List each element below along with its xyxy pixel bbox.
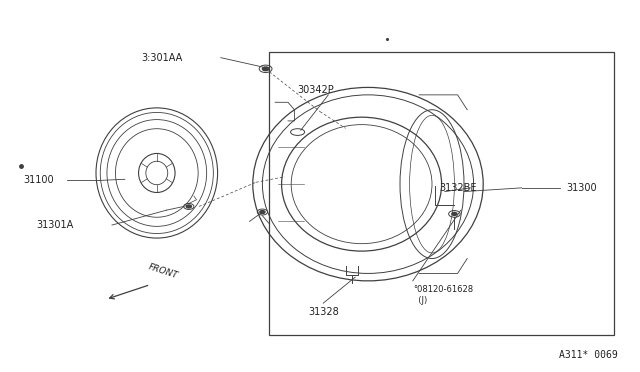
Text: 30342P: 30342P xyxy=(298,85,334,95)
Bar xyxy=(269,52,614,335)
Text: FRONT: FRONT xyxy=(147,263,179,281)
Text: 3132BE: 3132BE xyxy=(439,183,477,193)
Text: 31100: 31100 xyxy=(24,176,54,185)
Circle shape xyxy=(186,205,191,208)
Text: 31328: 31328 xyxy=(308,307,339,317)
Circle shape xyxy=(452,212,457,215)
Text: 31300: 31300 xyxy=(566,183,597,193)
Text: 3:301AA: 3:301AA xyxy=(141,53,182,62)
Text: °08120-61628
  (J): °08120-61628 (J) xyxy=(413,285,473,305)
Circle shape xyxy=(262,67,269,71)
Text: 31301A: 31301A xyxy=(36,220,74,230)
Circle shape xyxy=(260,211,265,214)
Text: A311* 0069: A311* 0069 xyxy=(559,350,618,360)
